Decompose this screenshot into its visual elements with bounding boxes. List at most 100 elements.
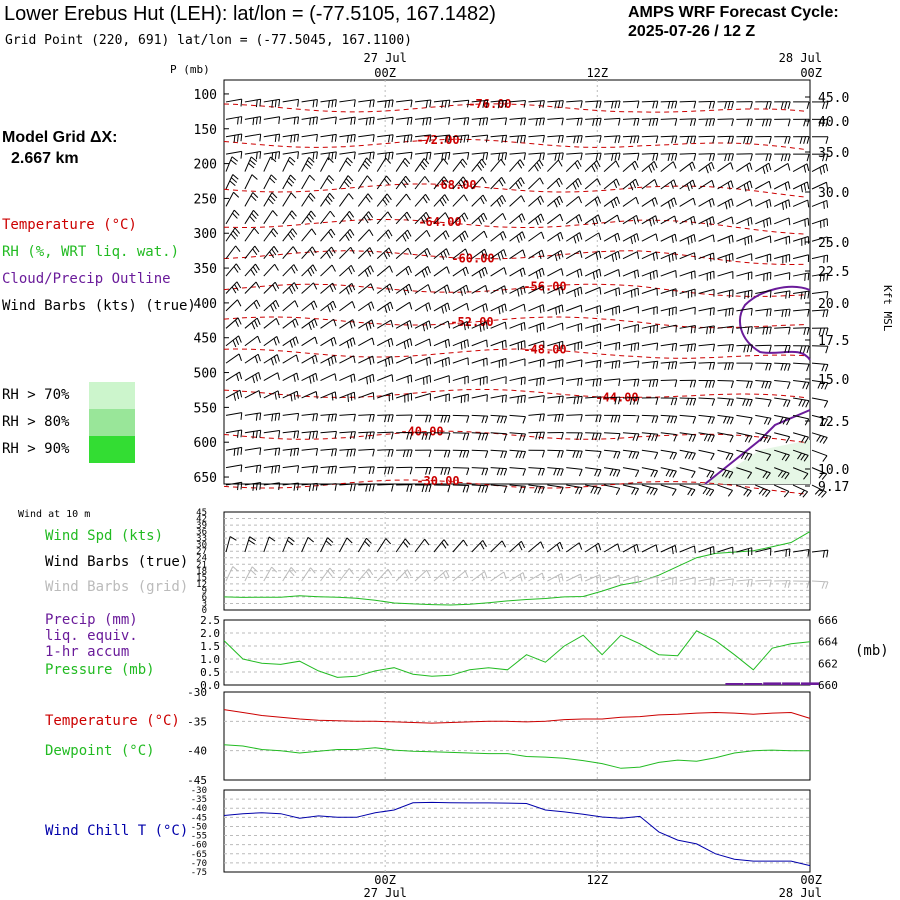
barb-flag — [366, 175, 373, 182]
barb-flag — [447, 432, 451, 441]
barb-staff — [358, 134, 375, 138]
barb-staff — [755, 467, 771, 474]
barb-flag — [297, 134, 300, 142]
barb-flag — [387, 229, 393, 237]
barb-flag — [501, 195, 507, 202]
barb-flag — [746, 381, 750, 389]
barb-flag — [463, 135, 466, 143]
barb-flag — [268, 536, 276, 542]
barb-flag — [288, 177, 295, 184]
barb-flag — [388, 100, 391, 108]
barb-flag — [788, 199, 791, 208]
barb-flag — [384, 467, 387, 475]
barb-flag — [462, 268, 466, 277]
barb-flag — [268, 198, 274, 205]
barb-staff — [282, 282, 295, 294]
barb-flag — [353, 466, 356, 474]
barb-flag — [554, 101, 557, 109]
barb-staff — [509, 449, 526, 452]
barb-staff — [263, 354, 278, 364]
barb-flag — [289, 156, 296, 163]
barb-staff — [585, 449, 602, 452]
wind-barb — [641, 287, 658, 296]
barb-flag — [806, 581, 810, 589]
barb-flag — [372, 374, 375, 382]
barb-flag — [410, 99, 413, 108]
wind-barb — [452, 375, 469, 385]
barb-flag — [255, 465, 258, 473]
wind-barb — [679, 100, 697, 109]
barb-flag — [466, 321, 469, 329]
barb-flag — [385, 249, 391, 257]
wind-barb — [490, 117, 508, 126]
barb-flag — [463, 117, 466, 126]
barb-staff — [660, 324, 677, 329]
barb-flag — [712, 216, 715, 224]
wind-barb — [622, 484, 639, 496]
wind-barb — [566, 395, 583, 405]
barb-flag — [296, 448, 300, 456]
wind-barb — [396, 134, 413, 143]
wind-barb — [244, 281, 261, 294]
model-grid-label: Model Grid ΔX: — [2, 129, 118, 146]
barb-flag — [730, 399, 734, 407]
barb-flag — [348, 568, 354, 575]
barb-staff — [376, 301, 391, 312]
wind-barb — [622, 233, 640, 245]
forecast-cycle: AMPS WRF Forecast Cycle: 2025-07-26 / 12… — [628, 3, 839, 41]
barb-flag — [518, 451, 523, 459]
barb-flag — [822, 550, 825, 558]
barb-flag — [656, 361, 659, 369]
barb-flag — [594, 432, 599, 441]
barb-flag — [750, 235, 753, 243]
barb-staff — [509, 195, 522, 207]
precip-tick-label: 1.0 — [200, 653, 220, 666]
wind-barb — [414, 284, 432, 294]
barb-flag — [424, 250, 429, 258]
wind-barb — [547, 395, 564, 404]
barb-flag — [611, 254, 614, 262]
barb-flag — [557, 153, 561, 161]
barb-flag — [731, 101, 734, 109]
wind-barb — [509, 449, 526, 459]
wind-barb — [414, 247, 431, 260]
wind-barb — [301, 228, 317, 242]
barb-flag — [579, 450, 583, 459]
isotherm-line — [223, 103, 807, 113]
barb-staff — [433, 338, 449, 347]
wind-barb — [376, 211, 393, 225]
barb-flag — [331, 466, 334, 474]
barb-flag — [485, 321, 488, 330]
barb-flag — [517, 179, 523, 187]
barb-flag — [784, 183, 788, 191]
legend-temperature: Temperature (°C) — [2, 217, 137, 233]
barb-flag — [307, 536, 314, 543]
wind-barb — [263, 228, 279, 242]
barb-staff — [376, 568, 389, 582]
barb-flag — [572, 182, 577, 190]
barb-staff — [547, 322, 563, 329]
wind-barb — [528, 249, 545, 260]
barb-staff — [263, 174, 272, 190]
barb-staff — [263, 536, 270, 553]
barb-flag — [350, 265, 355, 273]
barb-flag — [788, 272, 791, 280]
barb-staff — [339, 448, 356, 451]
barb-staff — [755, 484, 771, 492]
barb-flag — [703, 434, 708, 442]
wind-barb — [736, 414, 753, 425]
barb-flag — [721, 469, 727, 477]
isotherm-label: -52.00 — [450, 315, 493, 329]
barb-staff — [679, 288, 696, 294]
wind-barb — [320, 116, 337, 125]
barb-flag — [598, 543, 602, 551]
barb-staff — [357, 265, 371, 277]
barb-flag — [346, 341, 350, 349]
barb-staff — [471, 375, 488, 382]
barb-flag — [770, 254, 772, 262]
wind-barb — [698, 380, 716, 388]
barb-flag — [731, 362, 734, 370]
barb-flag — [694, 307, 696, 315]
barb-staff — [528, 285, 544, 294]
barb-flag — [824, 364, 829, 372]
